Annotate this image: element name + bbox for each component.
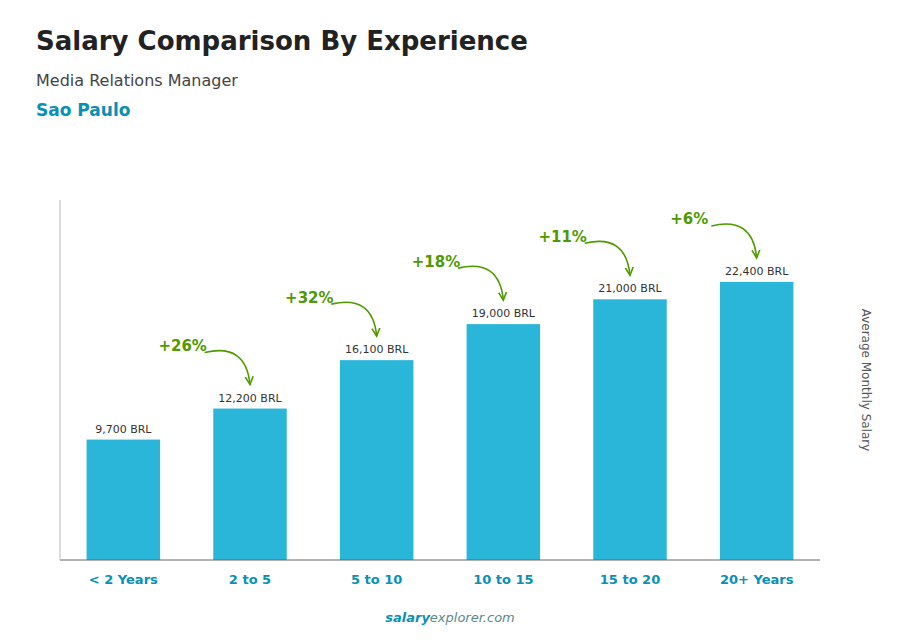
data-label: 22,400 BRL [725, 265, 789, 278]
bar [213, 409, 286, 560]
bar [340, 360, 413, 560]
chart: Salary Comparison By Experience Media Rel… [0, 0, 900, 641]
city: Sao Paulo [36, 100, 130, 120]
annotation-arrow [711, 224, 756, 258]
data-label: 12,200 BRL [218, 392, 282, 405]
data-label: 9,700 BRL [95, 423, 152, 436]
watermark: salaryexplorer.com [385, 610, 515, 625]
watermark-part: explorer.com [430, 610, 515, 625]
annotation-arrow [331, 302, 376, 336]
title: Salary Comparison By Experience [36, 26, 528, 56]
data-label: 16,100 BRL [345, 343, 409, 356]
data-label: 19,000 BRL [472, 307, 536, 320]
y-axis-label: Average Monthly Salary [859, 309, 873, 452]
y-axis-line [60, 200, 61, 560]
annotation-arrow [458, 266, 503, 300]
x-tick-label: 15 to 20 [600, 572, 660, 587]
annotation-arrow [585, 241, 630, 275]
bars [87, 282, 794, 560]
annotation: +18% [412, 253, 460, 271]
x-tick-label: 20+ Years [720, 572, 794, 587]
annotation-arrow [205, 351, 250, 385]
x-axis-line [60, 560, 820, 561]
subtitle: Media Relations Manager [36, 71, 238, 90]
watermark-part: salary [385, 610, 430, 625]
bar [593, 299, 666, 560]
annotation: +6% [670, 210, 708, 228]
x-tick-label: 10 to 15 [473, 572, 533, 587]
x-tick-label: < 2 Years [89, 572, 158, 587]
annotation: +11% [538, 228, 586, 246]
data-label: 21,000 BRL [598, 282, 662, 295]
annotation: +32% [285, 289, 333, 307]
bar [720, 282, 793, 560]
bar [467, 324, 540, 560]
annotation: +26% [158, 337, 206, 355]
bar [87, 440, 160, 560]
x-tick-label: 2 to 5 [229, 572, 271, 587]
x-tick-label: 5 to 10 [351, 572, 402, 587]
